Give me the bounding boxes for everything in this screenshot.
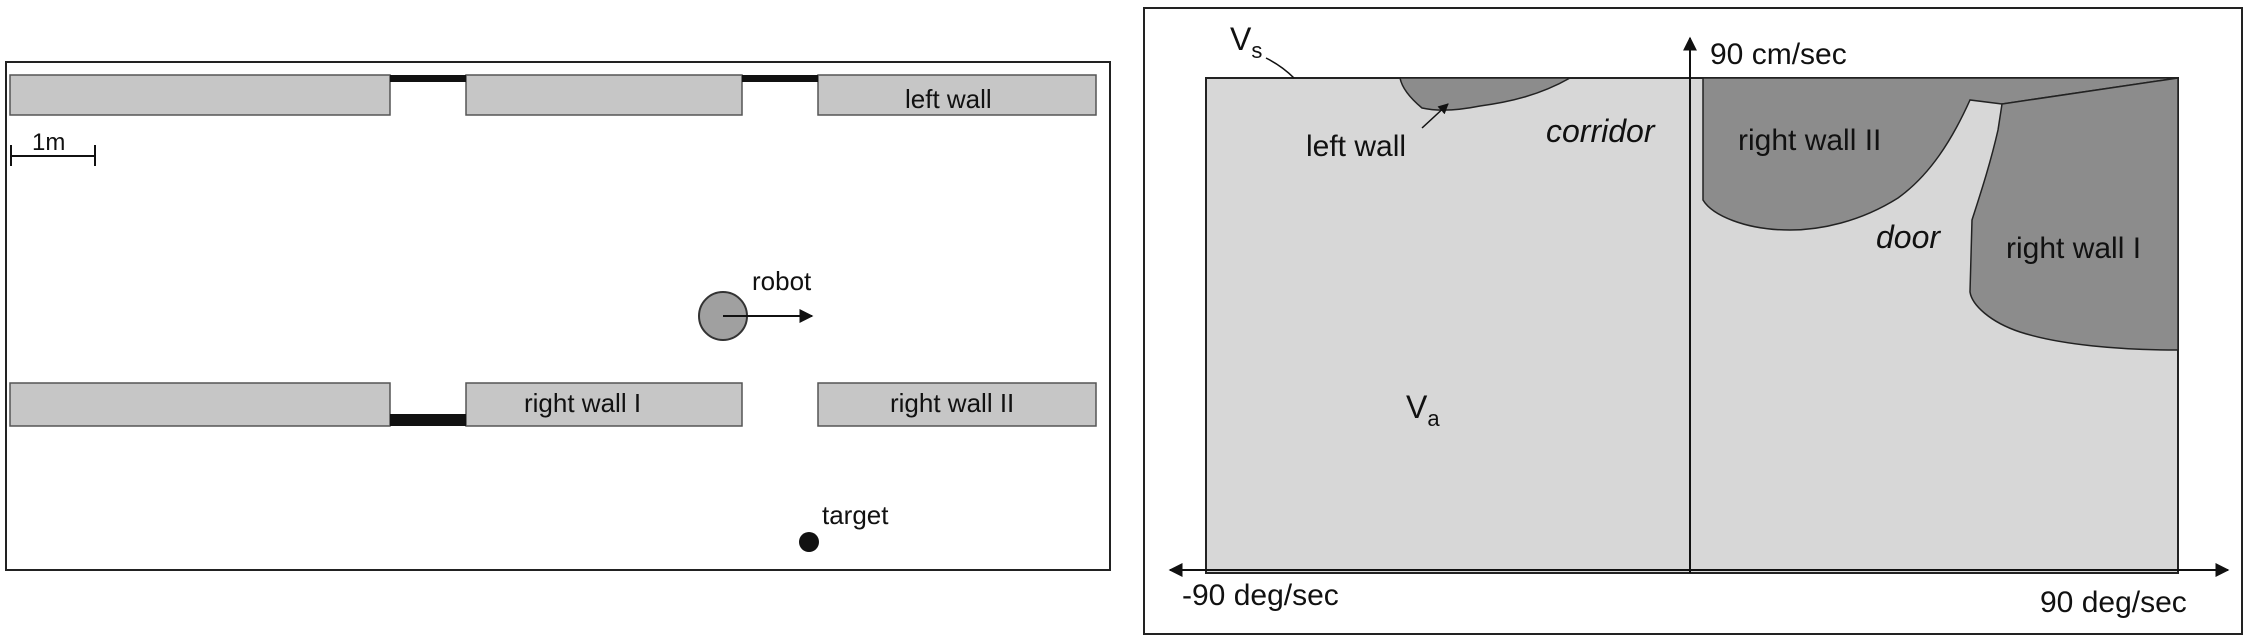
map-frame bbox=[5, 61, 1111, 571]
region-label-right-wall-2: right wall II bbox=[1738, 124, 1881, 157]
velocity-space: 90 cm/sec -90 deg/sec 90 deg/sec Vs Va l… bbox=[1143, 7, 2243, 635]
target-marker bbox=[799, 532, 819, 552]
right-wall-2-label: right wall II bbox=[890, 388, 1014, 418]
region-label-door: door bbox=[1876, 219, 1941, 255]
bottom-wall-segment-3 bbox=[817, 382, 1097, 427]
va-label: Va bbox=[1406, 389, 1440, 431]
region-label-corridor: corridor bbox=[1546, 113, 1656, 149]
left-wall-obstacle bbox=[1399, 77, 1573, 111]
vs-label: Vs bbox=[1230, 21, 1262, 63]
target-label: target bbox=[822, 500, 889, 530]
top-door-gap-2 bbox=[742, 75, 818, 82]
right-wall-1-label: right wall I bbox=[524, 388, 641, 418]
left-wall-label: left wall bbox=[905, 84, 992, 114]
bottom-door-gap bbox=[390, 414, 466, 426]
left-wall-leader-line bbox=[1421, 103, 1449, 129]
top-wall-segment-2 bbox=[465, 74, 743, 116]
x-axis-min-label: -90 deg/sec bbox=[1182, 579, 1339, 612]
vs-leader-line bbox=[1265, 57, 1295, 79]
right-wall-1-obstacle bbox=[1969, 77, 2179, 351]
right-wall-2-obstacle bbox=[1702, 77, 2179, 231]
top-wall-segment-1 bbox=[9, 74, 391, 116]
scale-bar-label: 1m bbox=[32, 129, 65, 156]
robot-label: robot bbox=[752, 266, 812, 296]
x-axis-max-label: 90 deg/sec bbox=[2040, 586, 2187, 619]
bottom-wall-segment-2 bbox=[465, 382, 743, 427]
bottom-wall-segment-1 bbox=[9, 382, 391, 427]
top-wall-segment-3 bbox=[817, 74, 1097, 116]
region-label-left-wall: left wall bbox=[1306, 130, 1406, 163]
y-axis-label: 90 cm/sec bbox=[1710, 38, 1847, 71]
top-door-gap-1 bbox=[390, 75, 466, 82]
environment-map: 1m left wall right wall I right wall II … bbox=[5, 61, 1111, 571]
region-label-right-wall-1: right wall I bbox=[2006, 232, 2141, 265]
scale-bar: 1m bbox=[10, 129, 96, 166]
